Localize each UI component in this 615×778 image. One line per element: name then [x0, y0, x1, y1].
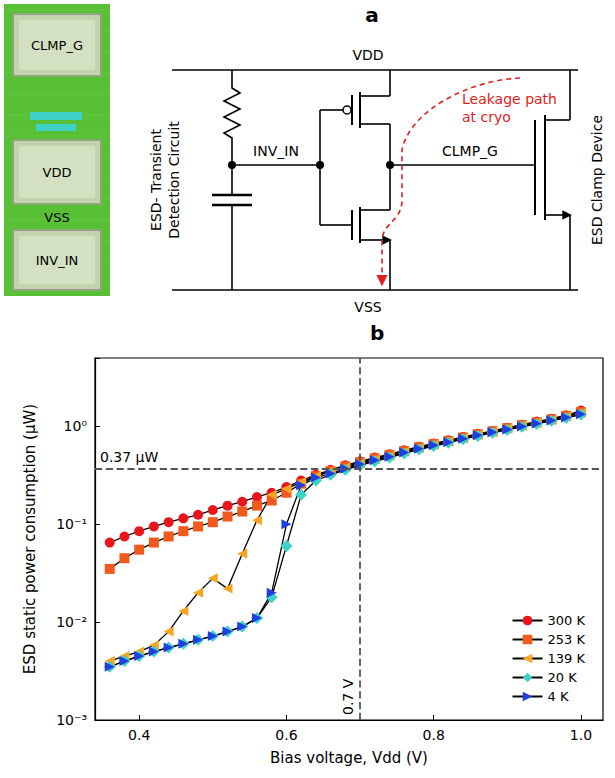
svg-text:ESD Clamp Device: ESD Clamp Device: [589, 115, 605, 245]
svg-text:b: b: [370, 321, 384, 345]
svg-text:ESD- Transient: ESD- Transient: [148, 129, 164, 231]
svg-text:CLMP_G: CLMP_G: [31, 38, 83, 53]
svg-text:10⁻²: 10⁻²: [56, 614, 87, 630]
svg-text:0.7 V: 0.7 V: [340, 678, 356, 715]
svg-text:253 K: 253 K: [548, 632, 586, 647]
svg-text:CLMP_G: CLMP_G: [442, 143, 498, 159]
svg-text:20 K: 20 K: [548, 670, 578, 685]
svg-text:INV_IN: INV_IN: [253, 143, 299, 159]
svg-text:VDD: VDD: [352, 47, 383, 63]
svg-text:VDD: VDD: [43, 165, 72, 180]
svg-text:10⁻¹: 10⁻¹: [56, 516, 87, 532]
svg-text:4 K: 4 K: [548, 689, 569, 704]
svg-text:0.6: 0.6: [275, 727, 297, 743]
svg-text:10⁰: 10⁰: [64, 418, 88, 434]
svg-text:VSS: VSS: [44, 210, 69, 225]
svg-text:Detection Circuit: Detection Circuit: [166, 121, 182, 239]
svg-text:INV_IN: INV_IN: [36, 253, 79, 268]
svg-text:10⁻³: 10⁻³: [56, 712, 87, 728]
svg-text:ESD static power consumption (: ESD static power consumption (μW): [21, 404, 39, 674]
svg-text:VSS: VSS: [354, 299, 381, 315]
svg-text:0.8: 0.8: [423, 727, 445, 743]
svg-text:1.0: 1.0: [570, 727, 592, 743]
svg-text:0.4: 0.4: [128, 727, 150, 743]
svg-text:300 K: 300 K: [548, 613, 586, 628]
svg-text:a: a: [365, 3, 379, 27]
svg-text:Leakage path: Leakage path: [462, 91, 557, 107]
svg-text:at cryo: at cryo: [462, 109, 511, 125]
svg-text:Bias voltage, Vdd (V): Bias voltage, Vdd (V): [270, 749, 428, 767]
svg-text:139 K: 139 K: [548, 651, 586, 666]
svg-text:0.37 μW: 0.37 μW: [100, 449, 159, 465]
